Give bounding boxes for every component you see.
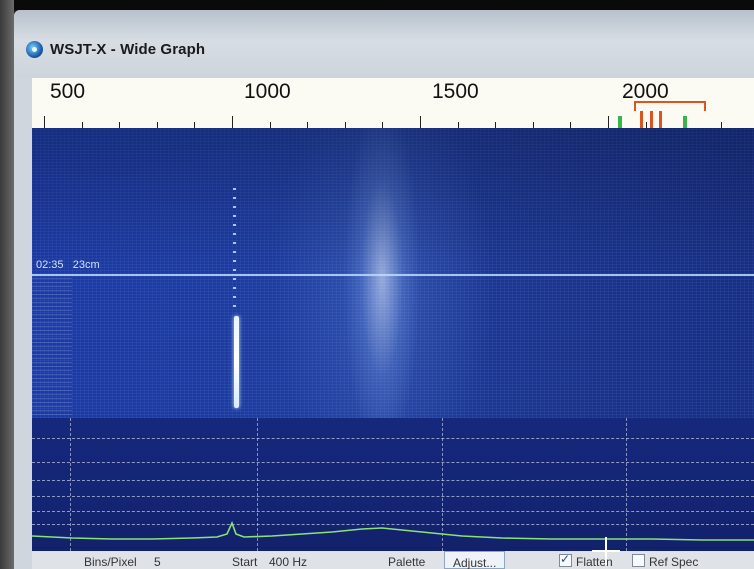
wsjtx-app-icon[interactable]	[26, 41, 43, 58]
spectrum-grid-h	[32, 438, 754, 439]
scale-tick	[270, 122, 271, 128]
scale-tick	[232, 116, 233, 128]
window-title: WSJT-X - Wide Graph	[50, 41, 206, 58]
adjust-palette-button[interactable]: Adjust...	[444, 551, 506, 569]
waterfall-shade	[32, 128, 754, 273]
tx-freq-marker	[650, 111, 653, 128]
scale-tick	[119, 122, 120, 128]
period-time-label: 02:35 23cm	[36, 259, 100, 271]
scale-tick	[721, 122, 722, 128]
spectrum-grid-h	[32, 511, 754, 512]
scale-tick	[82, 122, 83, 128]
bins-per-pixel-label: Bins/Pixel	[84, 555, 137, 569]
flatten-label: Flatten	[576, 555, 613, 569]
ref-spec-label: Ref Spec	[649, 555, 699, 569]
scale-tick	[646, 122, 647, 128]
waterfall-display[interactable]: 02:35 23cm	[32, 128, 754, 418]
rx-freq-marker	[640, 111, 643, 128]
scale-tick	[345, 122, 346, 128]
spectrum-grid-v	[257, 418, 258, 551]
spectrum-grid-v	[70, 418, 71, 551]
spectrum-grid-h	[32, 524, 754, 525]
start-label: Start	[232, 555, 258, 569]
title-bar[interactable]: WSJT-X - Wide Graph	[14, 10, 754, 78]
scale-label-500: 500	[50, 80, 86, 103]
scale-tick	[307, 122, 308, 128]
scale-tick	[194, 122, 195, 128]
scale-tick	[44, 116, 45, 128]
scale-tick	[382, 122, 383, 128]
spectrum-grid-v	[626, 418, 627, 551]
tx-bandwidth-bracket	[634, 101, 706, 111]
photo-bezel-top	[0, 0, 754, 10]
time-label: 02:35	[36, 259, 64, 271]
scale-tick	[608, 116, 609, 128]
tx-freq-marker-2	[659, 111, 662, 128]
waterfall-left-noise	[32, 278, 72, 418]
spectrum-trace	[32, 520, 754, 541]
scale-label-1000: 1000	[244, 80, 291, 103]
palette-label: Palette	[388, 555, 426, 569]
scale-label-2000: 2000	[622, 80, 669, 103]
period-separator-line	[32, 274, 754, 276]
spectrum-trace-svg	[32, 520, 754, 541]
scale-tick	[157, 122, 158, 128]
decode-marker-green-2	[683, 116, 687, 128]
scale-tick	[533, 122, 534, 128]
signal-trace-solid	[234, 316, 239, 408]
wide-graph-window: WSJT-X - Wide Graph 500 1000 1500 2000 0…	[14, 10, 754, 569]
waterfall-noise	[32, 128, 754, 418]
spectrum-grid-v	[442, 418, 443, 551]
spectrum-grid-h	[32, 496, 754, 497]
spectrum-grid-h	[32, 480, 754, 481]
scale-tick	[458, 122, 459, 128]
spectrum-display[interactable]	[32, 418, 754, 551]
bins-per-pixel-spinbox[interactable]: 5	[154, 555, 161, 569]
photo-bezel-left	[0, 0, 14, 569]
spectrum-grid-h	[32, 462, 754, 463]
decode-marker-green-1	[618, 116, 622, 128]
scale-label-1500: 1500	[432, 80, 479, 103]
scale-tick	[495, 122, 496, 128]
start-frequency-spinbox[interactable]: 400 Hz	[269, 555, 308, 569]
flatten-checkbox[interactable]	[559, 552, 572, 567]
signal-trace-dotted	[233, 188, 236, 308]
ref-spec-checkbox[interactable]	[632, 554, 645, 567]
band-label: 23cm	[72, 259, 100, 271]
scale-tick	[420, 116, 421, 128]
scale-tick	[570, 122, 571, 128]
frequency-scale[interactable]: 500 1000 1500 2000	[32, 78, 754, 129]
control-bar: Bins/Pixel 5 Start 400 Hz Palette Adjust…	[32, 551, 754, 569]
